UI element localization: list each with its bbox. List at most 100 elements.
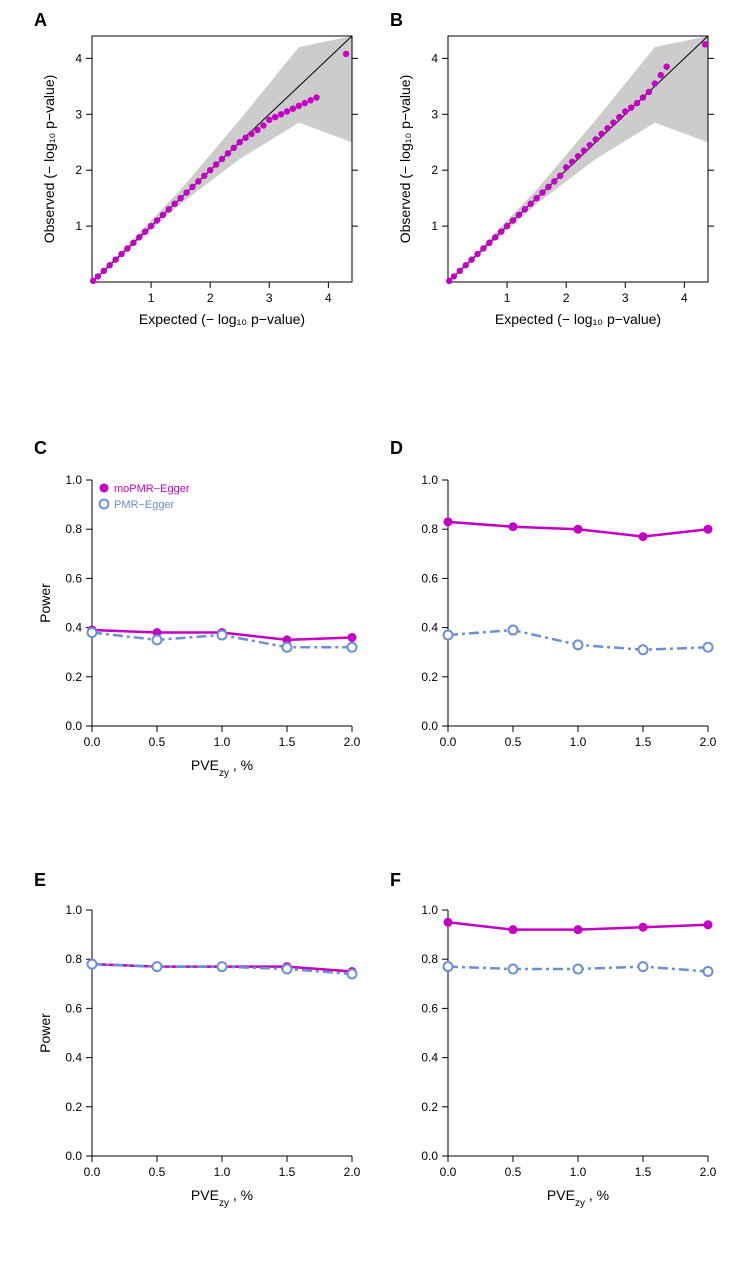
qq-point	[551, 178, 557, 184]
series-marker	[283, 643, 292, 652]
y-tick-label: 0.0	[421, 719, 438, 733]
legend-marker	[100, 500, 109, 509]
qq-point	[468, 256, 474, 262]
x-tick-label: 2.0	[344, 1165, 361, 1179]
series-marker	[283, 635, 292, 644]
qq-point	[124, 245, 130, 251]
series-marker	[639, 923, 648, 932]
y-tick-label: 1.0	[65, 903, 82, 917]
qq-point	[504, 223, 510, 229]
legend-label: moPMR−Egger	[114, 483, 190, 495]
y-axis-label: Observed (− log₁₀ p−value)	[397, 75, 413, 244]
x-tick-label: 3	[266, 291, 273, 305]
qq-point	[457, 268, 463, 274]
x-tick-label: 1.5	[635, 735, 652, 749]
series-marker	[574, 525, 583, 534]
series-marker	[704, 525, 713, 534]
series-line-PMR-Egger	[448, 630, 708, 650]
qq-point	[640, 94, 646, 100]
x-tick-label: 0.5	[149, 735, 166, 749]
qq-point	[498, 228, 504, 234]
series-marker	[444, 918, 453, 927]
y-tick-label: 0.0	[65, 719, 82, 733]
series-marker	[153, 962, 162, 971]
x-tick-label: 0.0	[84, 735, 101, 749]
qq-point	[118, 251, 124, 257]
qq-point	[446, 278, 452, 284]
panel-label-B: B	[390, 10, 403, 31]
qq-point	[486, 240, 492, 246]
y-tick-label: 0.0	[65, 1149, 82, 1163]
qq-point	[658, 72, 664, 78]
qq-point	[136, 234, 142, 240]
series-marker	[509, 965, 518, 974]
qq-point	[539, 189, 545, 195]
qq-point	[130, 240, 136, 246]
series-marker	[574, 925, 583, 934]
series-marker	[348, 967, 357, 976]
qq-point	[225, 150, 231, 156]
qq-point	[231, 145, 237, 151]
series-marker	[88, 960, 97, 969]
x-axis-label: PVEzy , %	[191, 1187, 253, 1209]
y-tick-label: 0.8	[65, 522, 82, 536]
identity-line	[448, 36, 708, 282]
y-tick-label: 2	[431, 163, 438, 177]
qq-point	[272, 114, 278, 120]
qq-point	[522, 206, 528, 212]
x-tick-label: 2	[563, 291, 570, 305]
ci-region	[92, 36, 352, 282]
qq-point	[510, 217, 516, 223]
identity-line	[92, 36, 352, 282]
qq-point	[90, 278, 96, 284]
x-tick-label: 0.0	[440, 1165, 457, 1179]
series-marker	[153, 628, 162, 637]
qq-point	[248, 131, 254, 137]
series-marker	[704, 643, 713, 652]
y-tick-label: 0.2	[65, 1100, 82, 1114]
qq-point	[101, 268, 107, 274]
qq-point	[516, 212, 522, 218]
x-tick-label: 1	[504, 291, 511, 305]
series-marker	[88, 960, 97, 969]
series-marker	[444, 630, 453, 639]
qq-point	[646, 89, 652, 95]
x-tick-label: 1.0	[214, 735, 231, 749]
series-marker	[444, 962, 453, 971]
x-tick-label: 1.0	[570, 735, 587, 749]
y-axis-label: Observed (− log₁₀ p−value)	[41, 75, 57, 244]
x-tick-label: 2.0	[700, 1165, 717, 1179]
qq-point	[160, 212, 166, 218]
qq-point	[634, 100, 640, 106]
qq-point	[183, 189, 189, 195]
y-tick-label: 1.0	[65, 473, 82, 487]
qq-point	[213, 161, 219, 167]
y-tick-label: 1.0	[421, 473, 438, 487]
qq-point	[296, 103, 302, 109]
series-line-moPMR-Egger	[448, 522, 708, 537]
series-marker	[509, 626, 518, 635]
series-line-PMR-Egger	[92, 633, 352, 648]
x-tick-label: 1.5	[279, 735, 296, 749]
series-marker	[574, 965, 583, 974]
y-tick-label: 0.8	[421, 522, 438, 536]
qq-point	[463, 262, 469, 268]
ci-region	[448, 36, 708, 282]
series-line-moPMR-Egger	[92, 630, 352, 640]
qq-point	[598, 131, 604, 137]
panel-label-F: F	[390, 870, 401, 891]
qq-point	[95, 273, 101, 279]
series-marker	[283, 965, 292, 974]
y-tick-label: 0.2	[65, 670, 82, 684]
qq-point	[569, 159, 575, 165]
qq-point	[284, 108, 290, 114]
qq-point	[112, 256, 118, 262]
qq-point	[237, 139, 243, 145]
x-axis-label: PVEzy , %	[191, 757, 253, 779]
qq-point	[557, 173, 563, 179]
y-tick-label: 0.6	[65, 1001, 82, 1015]
qq-point	[533, 195, 539, 201]
qq-point	[528, 201, 534, 207]
series-marker	[348, 633, 357, 642]
qq-point	[616, 114, 622, 120]
